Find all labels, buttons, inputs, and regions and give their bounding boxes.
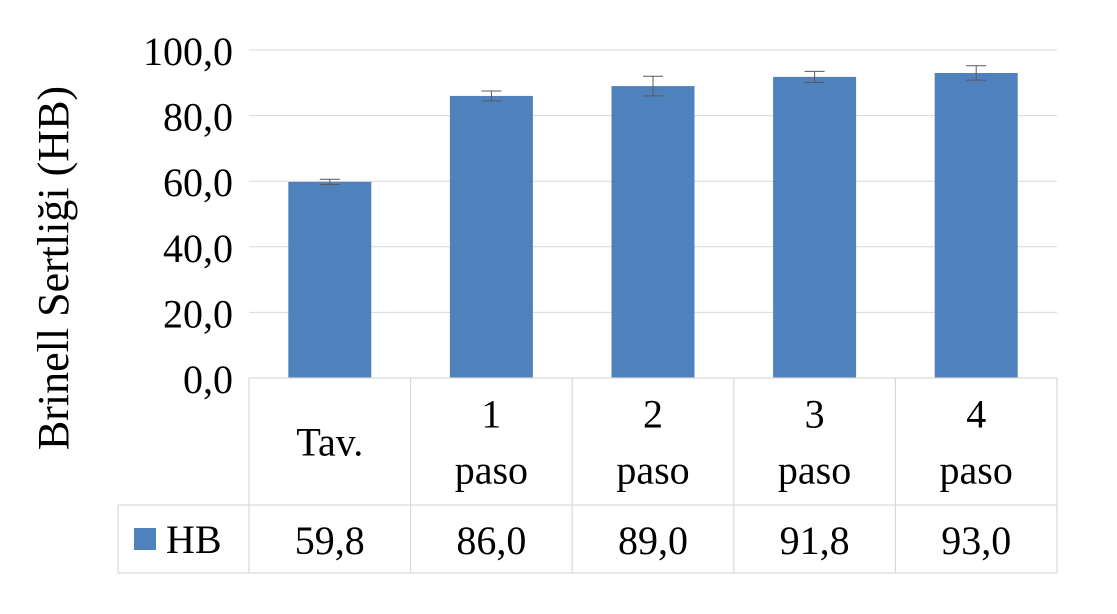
y-tick-label: 20,0 <box>163 291 233 336</box>
data-table-value: 89,0 <box>618 518 688 563</box>
x-tick-label: 3 paso <box>778 392 851 493</box>
y-tick-label: 80,0 <box>163 95 233 140</box>
error-bar <box>804 70 825 83</box>
error-bars <box>319 65 987 185</box>
data-table: Tav. 1 paso 2 paso 3 paso 4 paso HB 59,8 86,0 89,0 91… <box>117 377 1058 574</box>
data-table-value: 59,8 <box>295 518 365 563</box>
error-bar <box>643 75 663 97</box>
data-table-value: 93,0 <box>941 518 1011 563</box>
y-tick-label: 100,0 <box>143 29 233 74</box>
error-bar <box>481 90 502 102</box>
data-table-value: 91,8 <box>780 518 850 563</box>
bars <box>288 72 1018 379</box>
error-bar <box>966 65 987 81</box>
legend-swatch <box>134 528 156 550</box>
x-tick-label: Tav. <box>296 420 363 465</box>
y-tick-label: 40,0 <box>163 226 233 271</box>
bar <box>773 76 857 379</box>
bar <box>449 95 533 379</box>
x-tick-label: 1 paso <box>455 392 528 493</box>
x-tick-label: 2 paso <box>616 392 689 493</box>
data-table-value: 86,0 <box>456 518 526 563</box>
y-axis-ticks: 0,0 20,0 40,0 60,0 80,0 100,0 <box>143 29 233 402</box>
legend-series-name: HB <box>166 517 222 562</box>
x-tick-label: 4 paso <box>940 392 1013 493</box>
y-tick-label: 60,0 <box>163 160 233 205</box>
bar <box>288 181 372 378</box>
y-axis-label: Brinell Sertliği (HB) <box>29 86 78 450</box>
error-bar <box>319 178 340 185</box>
bar <box>934 72 1018 379</box>
bar <box>611 86 695 378</box>
y-tick-label: 0,0 <box>183 357 233 402</box>
